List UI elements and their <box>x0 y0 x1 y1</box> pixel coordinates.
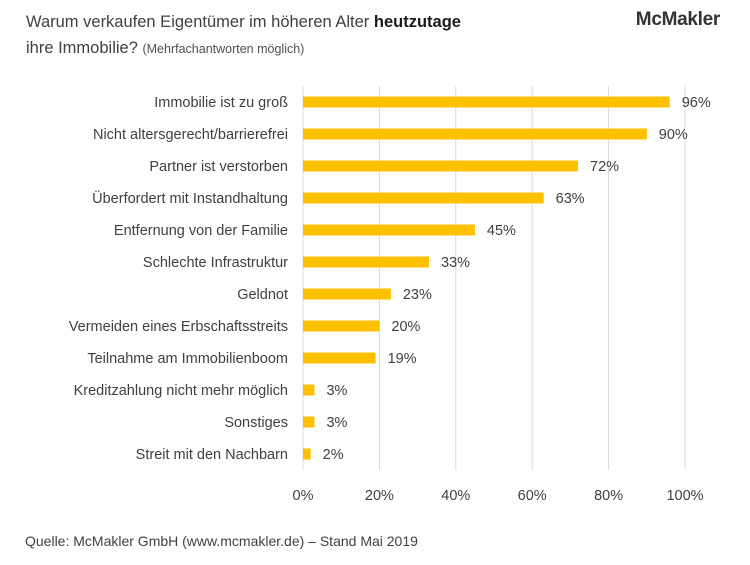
category-label: Geldnot <box>237 287 288 303</box>
value-label: 63% <box>556 191 585 207</box>
bar <box>303 192 544 204</box>
category-label: Entfernung von der Familie <box>114 223 288 239</box>
value-label: 33% <box>441 255 470 271</box>
category-label: Nicht altersgerecht/barrierefrei <box>93 127 288 143</box>
title-text: Warum verkaufen Eigentümer im höheren Al… <box>26 13 374 31</box>
bar <box>303 384 315 396</box>
x-tick-label: 100% <box>666 488 703 504</box>
bar <box>303 160 579 172</box>
value-label: 3% <box>326 383 347 399</box>
bar <box>303 256 430 268</box>
bar <box>303 128 647 140</box>
bar <box>303 352 376 364</box>
chart-title: Warum verkaufen Eigentümer im höheren Al… <box>26 9 586 62</box>
mcmakler-logo: McMakler <box>635 9 721 30</box>
bar <box>303 416 315 428</box>
category-label: Schlechte Infrastruktur <box>143 255 288 271</box>
value-label: 3% <box>326 415 347 431</box>
x-tick-label: 0% <box>293 488 314 504</box>
bar <box>303 448 311 460</box>
title-note: (Mehrfachantworten möglich) <box>142 42 305 56</box>
category-label: Streit mit den Nachbarn <box>136 447 288 463</box>
value-label: 20% <box>391 319 420 335</box>
source-note: Quelle: McMakler GmbH (www.mcmakler.de) … <box>25 533 418 549</box>
x-tick-label: 40% <box>441 488 470 504</box>
bar <box>303 320 380 332</box>
value-label: 96% <box>682 95 711 111</box>
x-tick-label: 80% <box>594 488 623 504</box>
bar <box>303 288 391 300</box>
x-tick-label: 20% <box>365 488 394 504</box>
value-label: 72% <box>590 159 619 175</box>
category-label: Sonstiges <box>224 415 288 431</box>
title-text-line2: ihre Immobilie? <box>26 39 143 57</box>
category-label: Partner ist verstorben <box>149 159 288 175</box>
category-label: Teilnahme am Immobilienboom <box>87 351 288 367</box>
value-label: 90% <box>659 127 688 143</box>
category-label: Überfordert mit Instandhaltung <box>92 189 288 207</box>
bar <box>303 96 670 108</box>
category-label: Vermeiden eines Erbschaftsstreits <box>69 319 288 335</box>
category-label: Immobilie ist zu groß <box>154 95 288 111</box>
value-label: 45% <box>487 223 516 239</box>
value-label: 2% <box>323 447 344 463</box>
title-bold: heutzutage <box>373 13 461 31</box>
bar <box>303 224 475 236</box>
value-label: 23% <box>403 287 432 303</box>
x-tick-label: 60% <box>518 488 547 504</box>
value-label: 19% <box>388 351 417 367</box>
category-label: Kreditzahlung nicht mehr möglich <box>74 383 288 399</box>
